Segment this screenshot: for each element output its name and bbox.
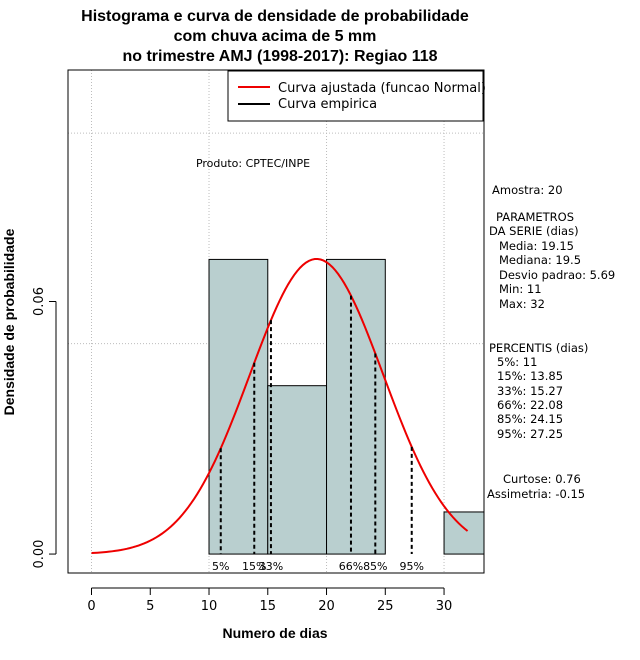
param-min: Min: 11 [499, 282, 542, 296]
chart-title-line-3: no trimestre AMJ (1998-2017): Regiao 118 [122, 48, 437, 65]
legend-box [227, 70, 484, 122]
percentiles-heading: PERCENTIS (dias) [489, 341, 588, 355]
x-axis-title: Numero de dias [222, 625, 327, 641]
x-tick-label-30: 30 [436, 599, 453, 614]
histogram-bar-4 [443, 511, 485, 555]
histogram-bar-0 [208, 258, 269, 555]
x-tick-label-5: 5 [146, 599, 154, 614]
histogram-bars [208, 258, 485, 555]
param-max: Max: 32 [499, 297, 545, 311]
percentile-markers: 5% 15%33% 66% 85% 95% [212, 295, 424, 573]
x-tick-label-10: 10 [201, 599, 218, 614]
y-axis-title: Densidade de probabilidade [1, 228, 17, 415]
percentile-95: 95%: 27.25 [497, 427, 563, 441]
parameters-heading-2: DA SERIE (dias) [489, 224, 579, 238]
legend: Curva ajustada (funcao Normal) Curva emp… [227, 70, 486, 122]
histogram-bar-1 [267, 385, 328, 555]
param-stddev: Desvio padrao: 5.69 [499, 268, 615, 282]
param-mean: Media: 19.15 [499, 239, 574, 253]
x-axis: 0 5 10 15 20 25 30 [87, 587, 453, 614]
plot-frame [67, 69, 485, 574]
kurtosis: Curtose: 0.76 [503, 472, 581, 486]
percentile-33: 33%: 15.27 [497, 384, 563, 398]
y-tick-label-1: 0.06 [32, 287, 47, 316]
percentile-label-0: 5% [212, 560, 229, 573]
percentile-label-3: 66% [339, 560, 363, 573]
percentile-label-1: 15% [242, 560, 266, 573]
x-tick-label-20: 20 [318, 599, 335, 614]
percentile-5: 5%: 11 [497, 355, 537, 369]
chart-title-line-2: com chuva acima de 5 mm [174, 28, 377, 45]
percentile-85: 85%: 24.15 [497, 412, 563, 426]
histogram-bar-2 [326, 258, 386, 555]
param-median: Mediana: 19.5 [499, 253, 581, 267]
statistics-panel: Amostra: 20 PARAMETROS DA SERIE (dias) M… [487, 183, 615, 501]
percentile-66: 66%: 22.08 [497, 398, 563, 412]
parameters-heading-1: PARAMETROS [496, 210, 574, 224]
sample-size: Amostra: 20 [492, 183, 563, 197]
x-tick-label-15: 15 [260, 599, 277, 614]
percentile-label-5: 95% [400, 560, 424, 573]
legend-empirical-label: Curva empirica [278, 97, 377, 112]
x-tick-label-25: 25 [377, 599, 394, 614]
legend-fit-label: Curva ajustada (funcao Normal) [278, 81, 486, 96]
fitted-normal-curve [91, 257, 469, 555]
percentile-label-4: 85% [363, 560, 387, 573]
y-tick-label-0: 0.00 [32, 540, 47, 569]
percentile-label-2: 33% [259, 560, 283, 573]
chart-title-line-1: Histograma e curva de densidade de proba… [81, 8, 469, 25]
x-tick-label-0: 0 [87, 599, 95, 614]
skewness: Assimetria: -0.15 [487, 487, 585, 501]
percentile-15: 15%: 13.85 [497, 369, 563, 383]
y-axis: 0.00 0.06 [32, 287, 57, 569]
grid-lines [68, 70, 484, 573]
product-label: Produto: CPTEC/INPE [196, 157, 310, 170]
